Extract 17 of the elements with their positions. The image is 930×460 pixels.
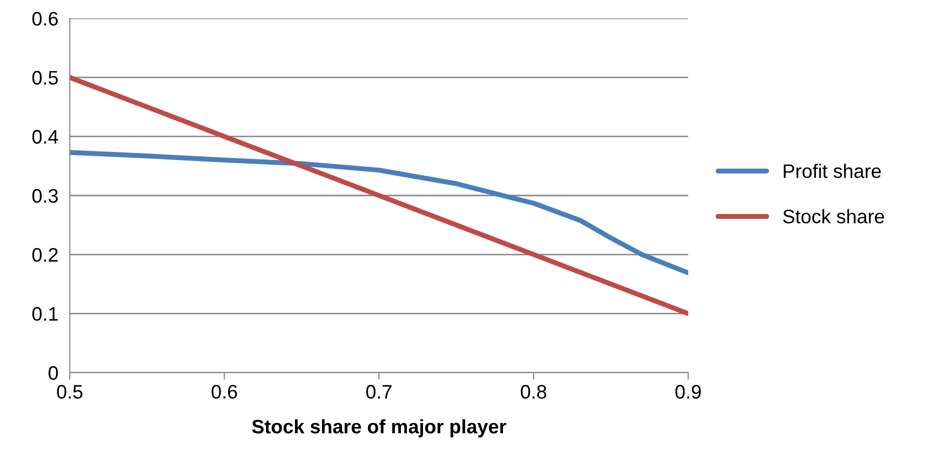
x-axis-title: Stock share of major player (252, 419, 506, 438)
line-series (70, 75, 688, 316)
y-tick-label: 0.1 (32, 307, 58, 321)
x-tick-label: 0.7 (366, 384, 392, 399)
line-series (70, 150, 688, 276)
y-tick-label: 0 (48, 366, 58, 380)
legend-label: Stock share (783, 209, 884, 224)
x-tick-label: 0.5 (56, 384, 82, 399)
y-tick-label: 0.6 (32, 12, 58, 26)
y-tick-label: 0.4 (32, 130, 58, 144)
y-tick-label: 0.3 (32, 188, 58, 203)
y-tick-label: 0.5 (32, 70, 58, 85)
x-tick-label: 0.8 (520, 384, 546, 399)
y-tick-label: 0.2 (32, 248, 58, 262)
x-tick-label: 0.6 (212, 384, 238, 399)
x-tick-label: 0.9 (675, 384, 701, 399)
legend-label: Profit share (784, 164, 881, 178)
